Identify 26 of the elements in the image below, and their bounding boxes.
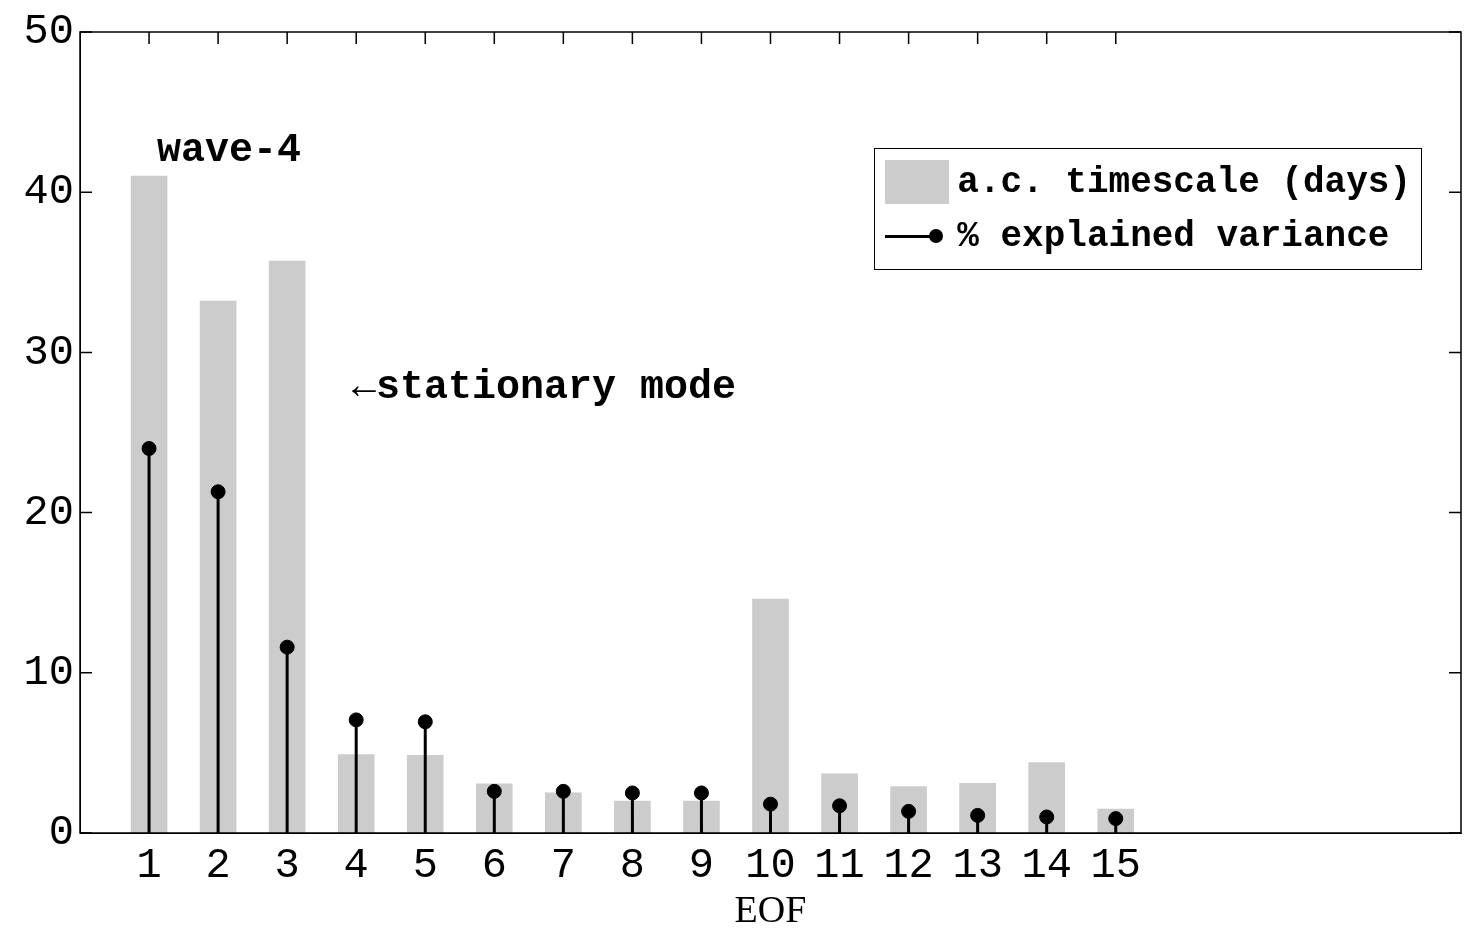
x-tick-label: 13: [952, 842, 1003, 891]
x-tick-label: 3: [274, 842, 300, 891]
x-tick-label: 11: [814, 842, 865, 891]
x-tick-label: 2: [205, 842, 231, 891]
y-tick-label: 10: [23, 648, 74, 697]
y-tick-label: 0: [48, 809, 74, 858]
y-tick-label: 50: [23, 8, 74, 57]
x-tick-label: 8: [619, 842, 646, 891]
annotation: wave-4: [157, 128, 302, 173]
x-tick-label: 15: [1090, 842, 1141, 891]
x-tick-label: 9: [688, 842, 715, 891]
y-tick-label: 20: [23, 488, 74, 537]
annotation: ←stationary mode: [352, 365, 737, 410]
legend-label: % explained variance: [957, 215, 1390, 257]
x-tick-label: 14: [1021, 842, 1072, 891]
x-tick-label: 7: [550, 842, 576, 891]
x-tick-label: 10: [745, 842, 796, 891]
legend-label: a.c. timescale (days): [957, 161, 1411, 203]
x-tick-label: 1: [136, 842, 162, 891]
x-tick-label: 12: [883, 842, 934, 891]
y-tick-label: 30: [23, 328, 74, 377]
x-tick-label: 6: [481, 842, 507, 891]
y-tick-label: 40: [23, 168, 74, 217]
x-axis-title: EOF: [734, 888, 807, 931]
x-tick-label: 4: [343, 842, 369, 891]
x-tick-label: 5: [412, 842, 438, 891]
